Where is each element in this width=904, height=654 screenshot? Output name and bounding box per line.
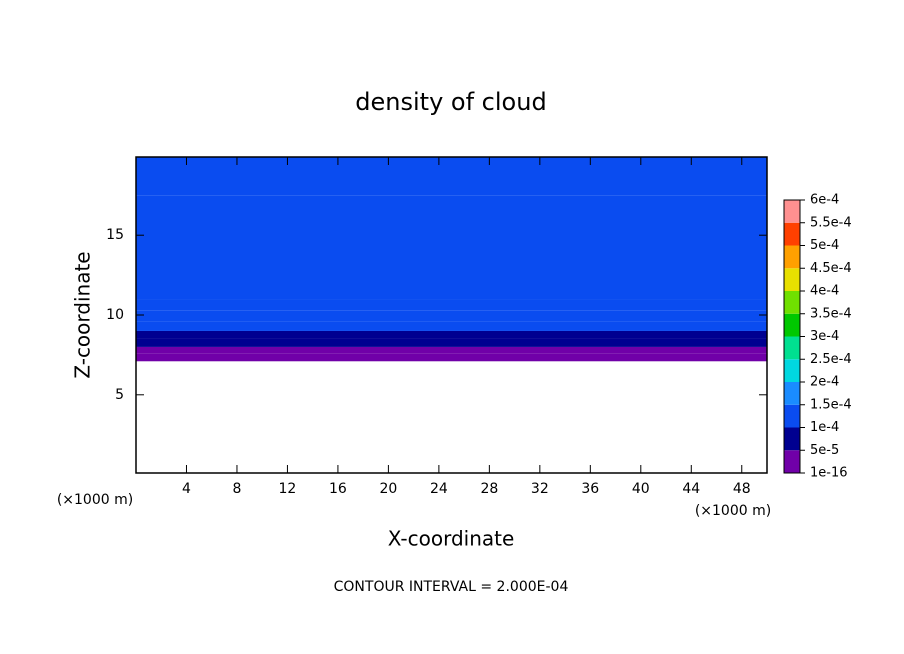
y-tick-label: 5 [115,387,124,403]
x-tick-label: 8 [232,481,241,497]
x-tick-label: 32 [531,481,549,497]
x-tick-label: 40 [632,481,650,497]
contour-band [136,321,767,331]
contour-note: CONTOUR INTERVAL = 2.000E-04 [334,579,569,595]
colorbar-tick-label: 2.5e-4 [810,352,852,367]
colorbar-tick-label: 4e-4 [810,284,839,299]
colorbar-band [784,404,800,428]
contour-band [136,346,767,354]
contour-band [136,195,767,300]
colorbar-tick-label: 2e-4 [810,375,839,390]
y-axis-label: Z-coordinate [71,251,95,378]
colorbar-tick-label: 3.5e-4 [810,306,852,321]
colorbar-tick-label: 1e-4 [810,420,839,435]
colorbar-band [784,382,800,405]
colorbar-tick-label: 1e-16 [810,466,848,481]
colorbar-band [784,291,800,314]
colorbar-band [784,336,800,360]
x-tick-label: 16 [329,481,347,497]
y-unit: (×1000 m) [57,492,133,508]
colorbar-tick-label: 1.5e-4 [810,397,852,412]
colorbar-tick-label: 4.5e-4 [810,261,852,276]
colorbar-band [784,427,800,451]
x-unit: (×1000 m) [695,503,771,519]
y-tick-label: 15 [106,227,124,243]
x-tick-label: 20 [379,481,397,497]
y-tick-label: 10 [106,307,124,323]
colorbar-band [784,313,800,337]
x-tick-label: 36 [581,481,599,497]
colorbar-band [784,222,800,246]
contour-band [136,353,767,362]
x-axis-label: X-coordinate [388,527,515,551]
colorbar-band [784,359,800,382]
x-tick-label: 48 [733,481,751,497]
colorbar-band [784,245,800,269]
x-tick-label: 12 [279,481,297,497]
contour-band [136,157,767,196]
x-tick-label: 4 [182,481,191,497]
x-tick-label: 44 [682,481,700,497]
x-tick-label: 28 [480,481,498,497]
colorbar-band [784,268,800,291]
x-tick-label: 24 [430,481,448,497]
colorbar-tick-label: 5.5e-4 [810,215,852,230]
colorbar-tick-label: 6e-4 [810,193,839,208]
contour-band [136,310,767,322]
contour-band [136,330,767,339]
chart-title: density of cloud [355,88,546,116]
colorbar-tick-label: 5e-5 [810,443,839,458]
colorbar-band [784,200,800,223]
contour-band [136,338,767,347]
contour-band [136,299,767,311]
colorbar-tick-label: 5e-4 [810,238,839,253]
colorbar-band [784,450,800,473]
colorbar-tick-label: 3e-4 [810,329,839,344]
